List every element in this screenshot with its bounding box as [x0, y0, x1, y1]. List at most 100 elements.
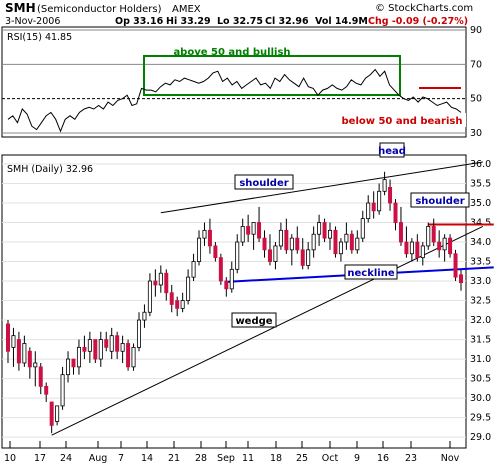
candle-body — [213, 245, 218, 259]
candle-body — [147, 280, 152, 313]
candle-body — [388, 187, 393, 204]
candle-body — [66, 358, 71, 376]
open-price: Op 33.16 — [115, 16, 164, 27]
candle-body — [120, 343, 125, 352]
candle-body — [98, 339, 103, 360]
candle-body — [235, 241, 240, 270]
x-tick-label: 25 — [296, 453, 308, 464]
x-tick-label: 7 — [118, 453, 124, 464]
candle-body — [246, 226, 251, 235]
bearish-note-bg — [340, 113, 466, 127]
candle-body — [338, 241, 343, 255]
candle-body — [197, 237, 202, 262]
candle-body — [398, 222, 403, 243]
rsi-gridlines — [2, 29, 466, 134]
head-label-box — [379, 142, 405, 158]
price-tick-label: 34.5 — [470, 218, 491, 229]
neckline-label-box — [344, 264, 398, 280]
wedge-label: wedge — [235, 316, 272, 327]
candle-body — [33, 362, 38, 368]
candle-body — [16, 339, 21, 364]
candle-body — [431, 226, 436, 243]
neckline-label: neckline — [347, 268, 394, 279]
candle-body — [278, 229, 283, 247]
price-tick-label: 30.0 — [470, 393, 491, 404]
candle-body — [382, 179, 387, 192]
high-price: Hi 33.29 — [166, 16, 211, 27]
candle-body — [377, 190, 382, 212]
x-tick-label: 9 — [354, 453, 360, 464]
candle-body — [448, 237, 453, 255]
candle-body — [38, 366, 43, 387]
candle-body — [175, 300, 180, 309]
candle-body — [22, 343, 27, 364]
candle-body — [251, 222, 256, 235]
x-tick-label: 17 — [34, 453, 46, 464]
candle-body — [186, 276, 191, 301]
x-axis: 10 17 24 Aug 7 14 21 28 Sep 11 18 25 Oct 9 16 23 Nov — [4, 441, 460, 464]
candle-body — [109, 335, 114, 352]
price-label: SMH (Daily) 32.96 — [7, 164, 93, 175]
candle-body — [207, 229, 212, 247]
price-tick-label: 31.0 — [470, 354, 491, 365]
price-tick-label: 29.0 — [470, 432, 491, 443]
candle-body — [360, 218, 365, 239]
candle-body — [349, 233, 354, 251]
x-tick-label: 16 — [377, 453, 389, 464]
candle-body — [169, 292, 174, 305]
candle-body — [11, 335, 16, 348]
price-tick-label: 30.5 — [470, 374, 491, 385]
x-tick-label: Sep — [217, 453, 235, 464]
candles — [6, 171, 463, 434]
rsi-tick-label: 50 — [470, 94, 482, 105]
candle-body — [409, 241, 414, 255]
x-tick-label: 18 — [270, 453, 282, 464]
candle-body — [87, 339, 92, 352]
rsi-tick-label: 30 — [470, 128, 482, 139]
candle-body — [55, 405, 60, 422]
x-tick-label: 14 — [141, 453, 153, 464]
candle-body — [164, 272, 169, 294]
candle-body — [262, 237, 267, 251]
candle-body — [328, 229, 333, 239]
x-tick-label: Aug — [89, 453, 108, 464]
candle-body — [442, 237, 447, 251]
x-tick-label: Oct — [322, 453, 339, 464]
bullish-box — [143, 55, 401, 96]
candle-body — [458, 274, 463, 284]
candle-body — [267, 249, 272, 262]
candle-body — [415, 241, 420, 259]
candle-body — [218, 257, 223, 282]
candle-body — [366, 202, 371, 220]
candle-body — [44, 385, 49, 395]
candle-body — [131, 346, 136, 368]
candle-body — [273, 245, 278, 262]
x-tick-label: 21 — [168, 453, 180, 464]
price-tick-label: 32.5 — [470, 296, 491, 307]
rsi-y-ticks: 90 70 50 30 — [470, 25, 482, 139]
candle-body — [142, 311, 147, 321]
price-panel — [1, 154, 467, 449]
candle-body — [322, 222, 327, 239]
candle-body — [115, 335, 120, 352]
candle-body — [257, 222, 262, 239]
bullish-note: above 50 and bullish — [173, 47, 290, 58]
candle-body — [60, 374, 65, 407]
candle-body — [6, 323, 11, 352]
candle-body — [420, 245, 425, 259]
candle-body — [295, 237, 300, 251]
symbol: SMH — [5, 1, 36, 15]
bearish-note: below 50 and bearish — [342, 116, 463, 127]
wedge-upper-line — [160, 161, 483, 214]
price-change: Chg -0.09 (-0.27%) — [368, 16, 468, 27]
price-y-ticks: 36.0 35.5 35.0 34.5 34.0 33.5 33.0 32.5 32.0 31.5… — [470, 159, 491, 443]
candle-body — [76, 346, 81, 368]
x-tick-label: 28 — [195, 453, 207, 464]
candle-body — [82, 346, 87, 352]
head-label: head — [378, 146, 406, 157]
x-tick-label: 24 — [60, 453, 72, 464]
x-tick-label: 11 — [242, 453, 254, 464]
price-tick-label: 29.5 — [470, 413, 491, 424]
candle-body — [126, 343, 131, 368]
